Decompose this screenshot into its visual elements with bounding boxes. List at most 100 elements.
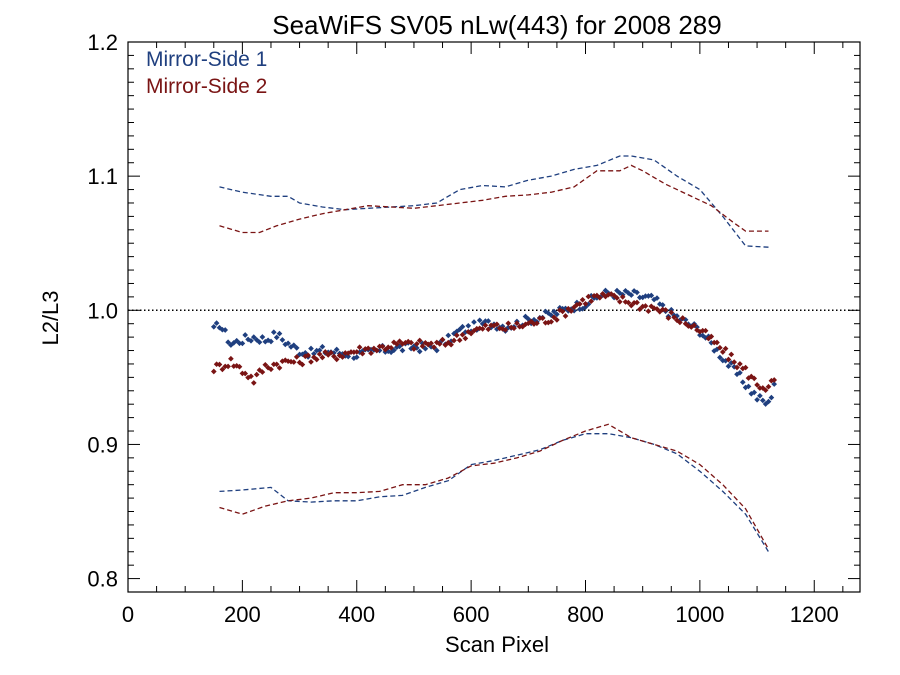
mirror-side-2-point bbox=[219, 366, 226, 373]
mirror-side-2-point bbox=[299, 361, 306, 368]
mirror-side-2-point bbox=[419, 343, 426, 350]
mirror-side-1-point bbox=[276, 330, 283, 337]
mirror-side-2-point bbox=[439, 336, 446, 343]
mirror-side-2-point bbox=[459, 331, 466, 338]
mirror-side-2-point bbox=[268, 366, 274, 373]
mirror-side-1-point bbox=[242, 332, 249, 338]
mirror-side-2-point bbox=[353, 349, 360, 355]
mirror-side-1-point bbox=[582, 304, 589, 310]
mirror-side-2-point bbox=[702, 327, 709, 334]
mirror-side-2-point bbox=[248, 373, 254, 380]
mirror-side-2-point bbox=[328, 349, 334, 356]
mirror-side-2-point bbox=[313, 356, 320, 363]
mirror-side-1-point bbox=[751, 389, 758, 396]
mirror-side-1-point bbox=[737, 369, 743, 376]
mirror-side-2-point bbox=[379, 343, 386, 350]
mirror-side-1-point bbox=[765, 398, 772, 405]
mirror-side-1-point bbox=[311, 350, 317, 357]
mirror-side-1-point bbox=[628, 292, 635, 298]
mirror-side-2-point bbox=[514, 320, 520, 327]
mirror-side-1-point bbox=[259, 334, 266, 340]
mirror-side-2-point bbox=[448, 341, 454, 348]
mirror-side-1-lower-bound-line bbox=[219, 433, 770, 553]
mirror-side-2-point bbox=[728, 351, 735, 358]
mirror-side-2-point bbox=[722, 345, 729, 352]
x-tick-label: 400 bbox=[338, 602, 375, 627]
mirror-side-2-point bbox=[236, 363, 243, 370]
mirror-side-1-point bbox=[757, 392, 763, 399]
mirror-side-1-point bbox=[353, 354, 360, 361]
mirror-side-2-point bbox=[762, 387, 769, 394]
mirror-side-1-point bbox=[459, 323, 466, 330]
mirror-side-1-point bbox=[654, 295, 660, 301]
mirror-side-2-point bbox=[485, 326, 492, 333]
mirror-side-1-point bbox=[759, 397, 766, 404]
mirror-side-1-point bbox=[471, 319, 477, 325]
mirror-side-2-point bbox=[585, 293, 592, 300]
mirror-side-2-point bbox=[742, 364, 749, 371]
mirror-side-1-point bbox=[256, 339, 263, 346]
mirror-side-1-point bbox=[648, 292, 655, 299]
mirror-side-1-point bbox=[768, 394, 775, 401]
mirror-side-1-point bbox=[285, 340, 291, 347]
mirror-side-2-point bbox=[210, 368, 217, 375]
mirror-side-1-point bbox=[293, 345, 300, 351]
mirror-side-1-point bbox=[551, 308, 557, 315]
mirror-side-1-point bbox=[248, 337, 254, 344]
mirror-side-2-point bbox=[534, 320, 540, 327]
mirror-side-2-point bbox=[719, 349, 726, 355]
mirror-side-1-point bbox=[239, 340, 246, 347]
x-tick-label: 800 bbox=[567, 602, 604, 627]
mirror-side-2-point bbox=[596, 294, 603, 301]
y-tick-label: 1.2 bbox=[87, 30, 118, 55]
plot-frame bbox=[127, 41, 861, 593]
mirror-side-2-point bbox=[388, 344, 394, 351]
mirror-side-2-point bbox=[665, 315, 672, 321]
mirror-side-2-point bbox=[373, 347, 380, 354]
mirror-side-2-point bbox=[359, 350, 366, 357]
mirror-side-1-point bbox=[273, 334, 280, 341]
mirror-side-2-lower-bound-line bbox=[219, 423, 770, 550]
mirror-side-1-point bbox=[465, 322, 472, 329]
legend-entry: Mirror-Side 2 bbox=[146, 75, 267, 98]
mirror-side-2-point bbox=[771, 377, 778, 383]
mirror-side-2-point bbox=[456, 337, 463, 344]
mirror-side-2-point bbox=[562, 313, 569, 319]
mirror-side-1-point bbox=[659, 302, 666, 308]
mirror-side-2-point bbox=[293, 354, 300, 360]
plot-area: 0 200 400 600 800 1000 1200 0.8 0.9 1.0 1.1 1.2 bbox=[87, 30, 861, 627]
mirror-side-2-point bbox=[333, 356, 340, 363]
mirror-side-2-point bbox=[494, 321, 500, 328]
mirror-side-2-point bbox=[331, 353, 337, 360]
mirror-side-1-point bbox=[279, 337, 286, 343]
mirror-side-1-point bbox=[554, 311, 560, 318]
y-tick-label: 0.9 bbox=[87, 432, 118, 457]
mirror-side-2-point bbox=[408, 339, 414, 346]
mirror-side-2-point bbox=[468, 330, 474, 337]
mirror-side-1-point bbox=[345, 353, 352, 360]
mirror-side-2-point bbox=[559, 308, 566, 315]
mirror-side-2-point bbox=[482, 322, 489, 329]
mirror-side-2-point bbox=[634, 299, 640, 306]
mirror-side-2-point bbox=[614, 295, 620, 301]
mirror-side-1-point bbox=[717, 354, 723, 361]
mirror-side-2-point bbox=[253, 371, 260, 378]
mirror-side-1-point bbox=[213, 320, 220, 326]
mirror-side-2-point bbox=[322, 349, 329, 355]
mirror-side-2-point bbox=[502, 326, 509, 333]
y-axis-label: L2/L3 bbox=[38, 290, 63, 345]
mirror-side-2-point bbox=[305, 352, 311, 359]
mirror-side-2-point bbox=[365, 345, 372, 352]
mirror-side-2-point bbox=[616, 298, 623, 305]
mirror-side-2-point bbox=[225, 363, 231, 370]
y-tick-label: 1.1 bbox=[87, 164, 118, 189]
mirror-side-2-point bbox=[308, 359, 314, 365]
mirror-side-2-point bbox=[642, 303, 649, 309]
y-tick-label: 1.0 bbox=[87, 298, 118, 323]
mirror-side-2-point bbox=[516, 323, 523, 330]
x-axis-label: Scan Pixel bbox=[445, 632, 549, 657]
mirror-side-2-point bbox=[679, 315, 686, 321]
mirror-side-1-point bbox=[754, 396, 760, 403]
mirror-side-2-point bbox=[588, 298, 595, 305]
